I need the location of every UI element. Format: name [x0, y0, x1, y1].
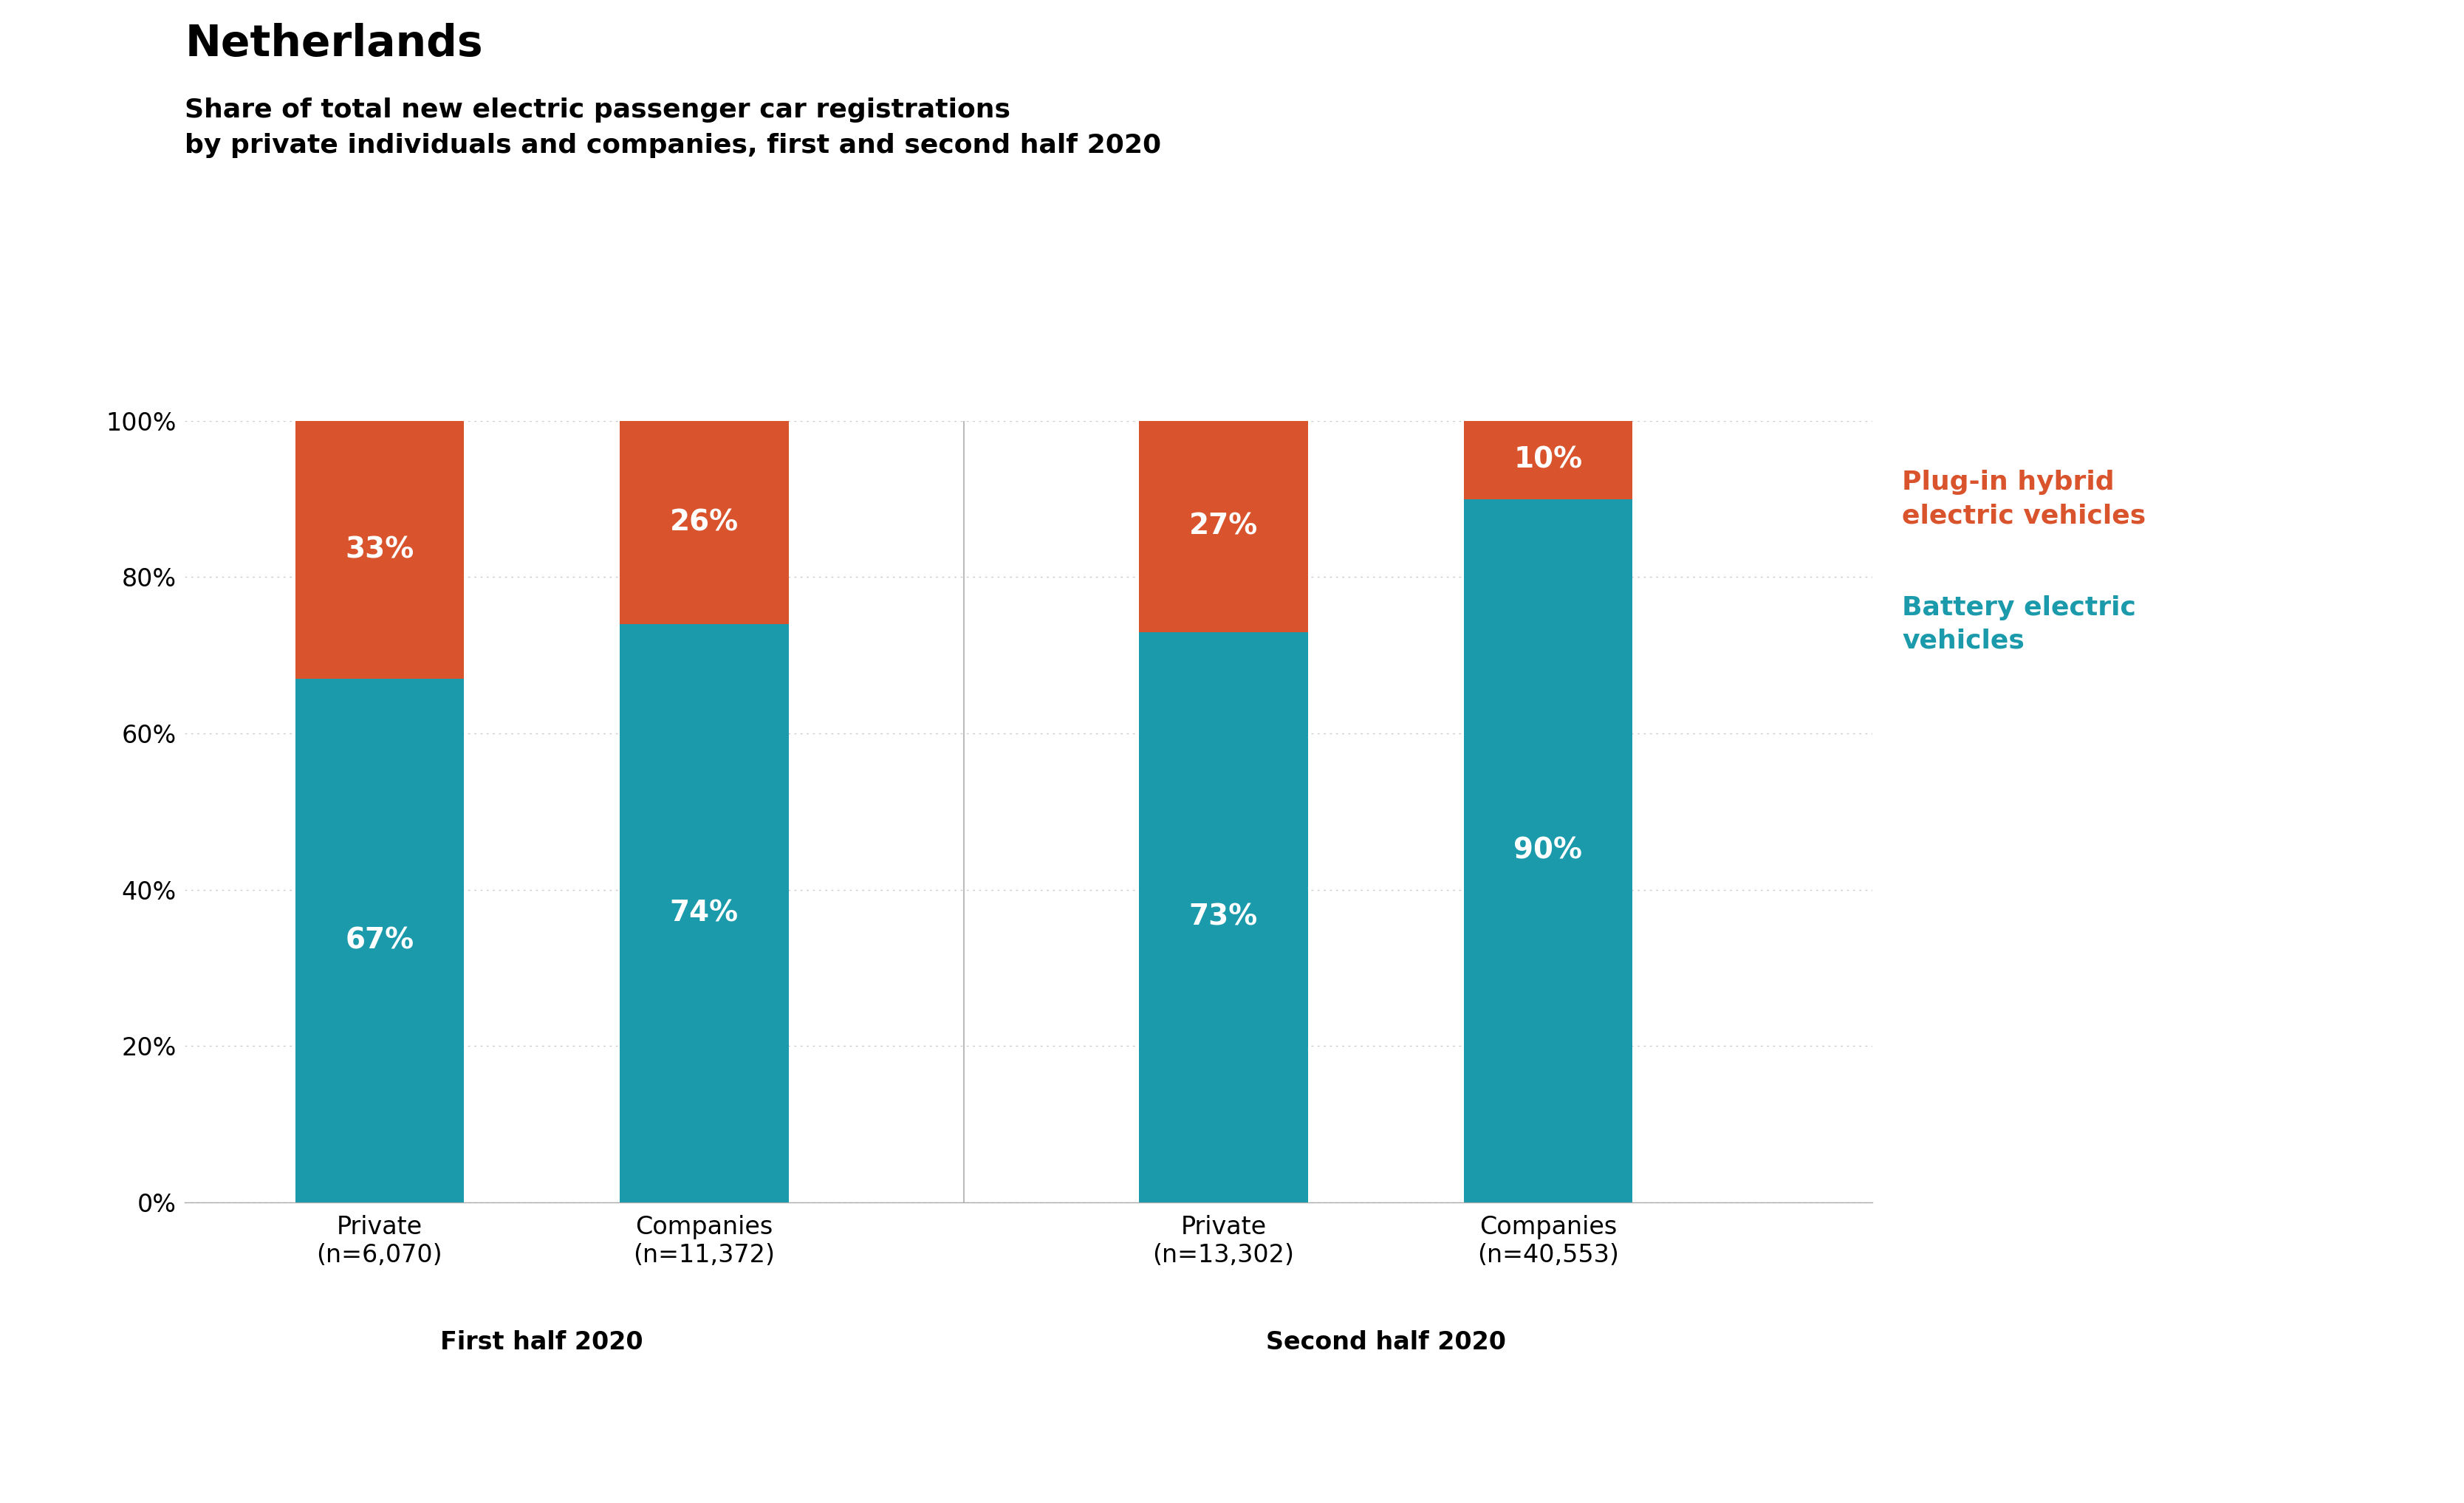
- Bar: [621, 421, 788, 624]
- Text: Battery electric
vehicles: Battery electric vehicles: [1902, 595, 2136, 654]
- Text: Second half 2020: Second half 2020: [1266, 1330, 1506, 1354]
- Text: Netherlands: Netherlands: [185, 23, 483, 65]
- Text: 73%: 73%: [1190, 903, 1259, 932]
- Text: 74%: 74%: [670, 899, 739, 927]
- Bar: [296, 679, 463, 1202]
- Bar: [296, 421, 463, 679]
- Text: 67%: 67%: [345, 926, 414, 954]
- Bar: [1464, 499, 1634, 1202]
- Text: 10%: 10%: [1513, 446, 1582, 473]
- Text: 90%: 90%: [1513, 837, 1582, 864]
- Text: First half 2020: First half 2020: [441, 1330, 643, 1354]
- Bar: [1464, 421, 1634, 499]
- Text: Plug-in hybrid
electric vehicles: Plug-in hybrid electric vehicles: [1902, 470, 2146, 528]
- Bar: [621, 624, 788, 1202]
- Bar: [1138, 421, 1308, 631]
- Text: Share of total new electric passenger car registrations
by private individuals a: Share of total new electric passenger ca…: [185, 98, 1161, 158]
- Text: 33%: 33%: [345, 535, 414, 564]
- Bar: [1138, 631, 1308, 1202]
- Text: 26%: 26%: [670, 508, 739, 537]
- Text: 27%: 27%: [1190, 513, 1259, 541]
